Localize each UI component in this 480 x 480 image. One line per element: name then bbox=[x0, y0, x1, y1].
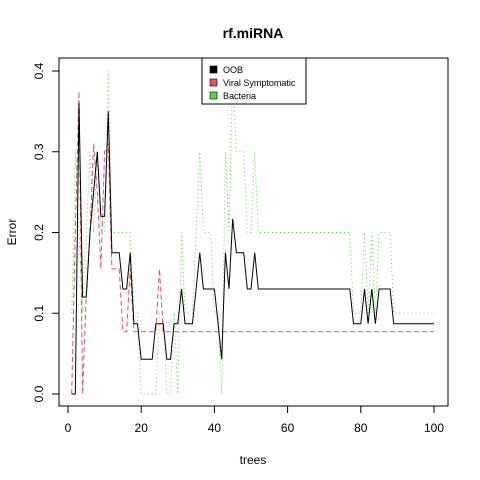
y-tick-label: 0.4 bbox=[32, 62, 46, 79]
y-axis: 0.0 0.1 0.2 0.3 0.4 bbox=[32, 62, 60, 402]
y-axis-label: Error bbox=[5, 219, 19, 246]
legend-label: Bacteria bbox=[223, 91, 256, 101]
series-line-bacteria bbox=[71, 70, 434, 395]
legend: OOB Viral Symptomatic Bacteria bbox=[201, 57, 307, 105]
x-tick-label: 0 bbox=[65, 421, 72, 435]
x-axis: 0 20 40 60 80 100 bbox=[65, 405, 444, 435]
x-axis-label: trees bbox=[240, 453, 267, 467]
legend-swatch bbox=[209, 91, 218, 100]
series-layer bbox=[71, 70, 434, 395]
series-line-viral-symptomatic bbox=[71, 91, 434, 395]
x-tick-label: 40 bbox=[208, 421, 222, 435]
legend-label: OOB bbox=[223, 65, 243, 75]
chart-title: rf.miRNA bbox=[223, 25, 284, 41]
legend-swatch bbox=[209, 78, 218, 87]
x-tick-label: 20 bbox=[135, 421, 149, 435]
y-tick-label: 0.2 bbox=[32, 224, 46, 241]
x-tick-label: 100 bbox=[424, 421, 444, 435]
x-tick-label: 60 bbox=[281, 421, 295, 435]
y-tick-label: 0.0 bbox=[32, 385, 46, 402]
legend-swatch bbox=[209, 65, 218, 74]
x-tick-label: 80 bbox=[354, 421, 368, 435]
y-tick-label: 0.1 bbox=[32, 305, 46, 322]
legend-label: Viral Symptomatic bbox=[223, 78, 296, 88]
legend-box bbox=[201, 57, 307, 105]
y-tick-label: 0.3 bbox=[32, 143, 46, 160]
series-line-oob bbox=[71, 103, 434, 395]
